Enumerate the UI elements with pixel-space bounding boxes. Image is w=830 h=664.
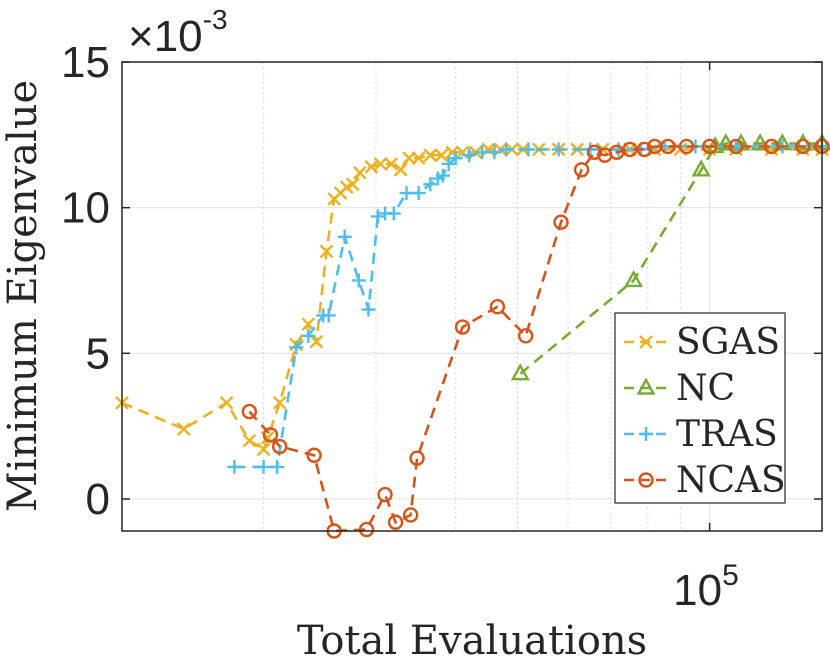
data-point-ncas — [358, 521, 375, 538]
data-point-sgas — [373, 157, 388, 171]
data-point-tras — [411, 186, 426, 201]
data-point-sgas — [319, 244, 334, 259]
data-point-tras — [435, 168, 450, 183]
data-point-tras — [399, 186, 414, 201]
series-line-ncas — [248, 145, 822, 533]
data-point-ncas — [795, 138, 811, 155]
data-point-ncas — [402, 507, 419, 523]
data-point-ncas — [622, 141, 638, 158]
data-point-tras — [521, 142, 536, 157]
y-tick-label: 15 — [61, 38, 110, 87]
data-point-tras — [289, 340, 304, 355]
data-point-ncas — [409, 450, 425, 466]
y-tick-label: 5 — [86, 329, 110, 378]
legend-item-tras: TRAS — [624, 414, 778, 455]
data-point-sgas — [393, 162, 408, 177]
plot-frame — [121, 61, 823, 532]
data-point-sgas — [434, 148, 449, 163]
data-point-ncas — [489, 298, 506, 315]
data-point-ncas — [573, 162, 590, 178]
data-point-tras — [499, 142, 514, 157]
y-exponent-label: ×10-3 — [128, 4, 228, 61]
data-point-ncas — [306, 447, 322, 463]
data-point-tras — [270, 459, 285, 474]
data-point-ncas — [728, 138, 744, 155]
data-point-nc — [691, 159, 711, 177]
data-point-sgas — [364, 160, 379, 174]
x-tick-label: 105 — [673, 559, 739, 615]
data-point-sgas — [176, 422, 191, 436]
data-point-sgas — [309, 334, 324, 349]
data-point-ncas — [553, 214, 569, 230]
data-point-ncas — [272, 438, 288, 455]
y-axis-title: Minimum Eigenvalue — [0, 80, 46, 512]
data-point-sgas — [272, 395, 287, 410]
data-point-nc — [624, 270, 644, 288]
data-point-tras — [487, 145, 502, 160]
series-tras — [227, 139, 829, 474]
data-point-ncas — [660, 138, 676, 155]
data-point-tras — [321, 308, 336, 323]
data-point-ncas — [241, 403, 258, 420]
data-point-tras — [475, 145, 490, 160]
series-layer — [115, 133, 830, 539]
series-line-nc — [519, 142, 822, 375]
ticks: 0 5 10 15 — [61, 38, 822, 531]
legend-item-ncas: NCAS — [624, 460, 786, 501]
data-point-ncas — [636, 141, 652, 158]
legend-marker-sgas — [639, 335, 653, 349]
data-point-ncas — [454, 319, 471, 335]
legend-item-sgas: SGAS — [624, 322, 780, 363]
series-ncas — [241, 138, 830, 539]
legend: SGAS NC TRAS NCAS — [614, 312, 786, 504]
data-point-tras — [462, 148, 477, 163]
legend-label-sgas: SGAS — [676, 322, 780, 363]
data-point-sgas — [384, 157, 399, 171]
data-point-nc — [510, 363, 530, 381]
data-point-ncas — [701, 138, 718, 155]
legend-label-tras: TRAS — [676, 414, 778, 455]
data-point-tras — [337, 229, 352, 244]
data-point-tras — [386, 206, 401, 221]
data-point-tras — [301, 328, 316, 343]
data-point-sgas — [352, 165, 367, 180]
legend-marker-tras — [639, 427, 653, 441]
legend-marker-nc — [636, 377, 656, 395]
data-point-sgas — [219, 395, 234, 410]
data-point-tras — [351, 273, 366, 288]
legend-item-nc: NC — [624, 368, 735, 409]
data-point-sgas — [256, 442, 271, 457]
data-point-ncas — [387, 514, 404, 530]
data-point-sgas — [423, 148, 438, 163]
legend-label-ncas: NCAS — [676, 460, 786, 501]
data-point-ncas — [262, 427, 279, 443]
data-point-sgas — [242, 433, 257, 448]
legend-marker-ncas — [638, 472, 654, 488]
x-axis-title: Total Evaluations — [297, 618, 647, 664]
data-point-tras — [583, 142, 598, 157]
y-tick-label: 10 — [61, 184, 110, 233]
data-point-tras — [441, 156, 456, 171]
data-point-nc — [716, 133, 736, 151]
data-point-tras — [361, 302, 376, 317]
data-point-nc — [750, 133, 770, 151]
legend-label-nc: NC — [676, 368, 735, 409]
data-point-ncas — [763, 138, 780, 155]
data-point-ncas — [377, 486, 393, 503]
data-point-tras — [423, 177, 438, 192]
y-tick-label: 0 — [86, 475, 110, 524]
data-point-tras — [227, 459, 242, 474]
data-point-ncas — [586, 144, 603, 161]
data-point-tras — [370, 209, 385, 224]
data-point-tras — [448, 151, 463, 166]
data-point-ncas — [678, 138, 695, 155]
data-point-sgas — [345, 177, 360, 192]
data-point-tras — [256, 459, 271, 474]
data-point-tras — [551, 142, 566, 157]
data-point-sgas — [411, 151, 426, 165]
data-point-ncas — [518, 328, 534, 344]
